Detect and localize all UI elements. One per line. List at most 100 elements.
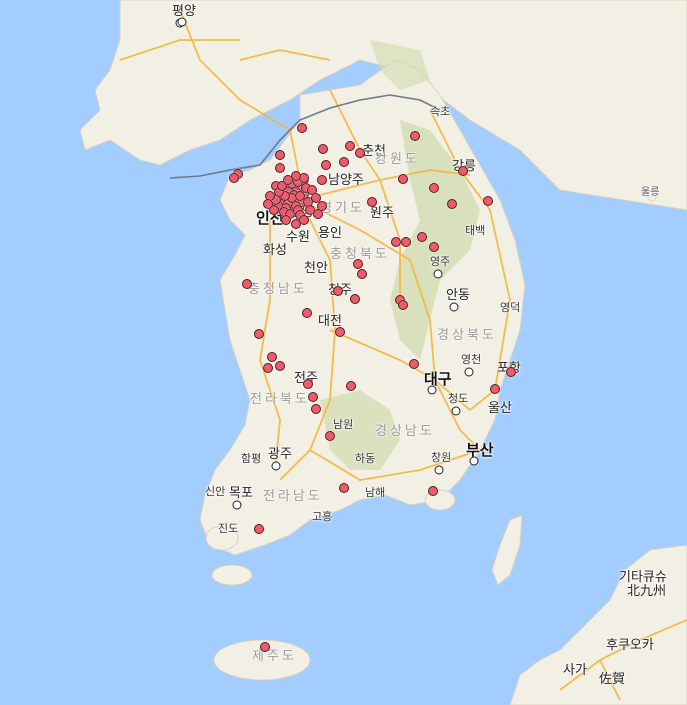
location-marker[interactable] xyxy=(490,384,500,394)
location-marker[interactable] xyxy=(307,185,317,195)
location-marker[interactable] xyxy=(254,524,264,534)
city-label: 천안 xyxy=(304,261,328,276)
location-marker[interactable] xyxy=(335,327,345,337)
west-islands xyxy=(211,564,253,586)
location-marker[interactable] xyxy=(318,144,328,154)
city-label: 태백 xyxy=(465,224,486,237)
location-marker[interactable] xyxy=(401,237,411,247)
location-marker[interactable] xyxy=(409,359,419,369)
province-label: 경상북도 xyxy=(437,328,497,343)
location-marker[interactable] xyxy=(325,431,335,441)
location-marker[interactable] xyxy=(291,219,301,229)
city-label: 수원 xyxy=(286,230,310,245)
location-marker[interactable] xyxy=(345,141,355,151)
location-marker[interactable] xyxy=(311,404,321,414)
location-marker[interactable] xyxy=(275,150,285,160)
location-marker[interactable] xyxy=(357,269,367,279)
city-label: 광주 xyxy=(268,447,292,462)
location-marker[interactable] xyxy=(346,381,356,391)
location-marker[interactable] xyxy=(483,196,493,206)
city-label: 후쿠오카 xyxy=(606,638,654,653)
location-marker[interactable] xyxy=(353,259,363,269)
city-label: 춘천 xyxy=(362,144,386,159)
province-label: 강원도 xyxy=(375,152,420,167)
south-korea-land xyxy=(199,59,526,556)
location-marker[interactable] xyxy=(269,205,279,215)
province-label: 전라남도 xyxy=(263,489,323,504)
location-marker[interactable] xyxy=(263,199,273,209)
location-marker[interactable] xyxy=(242,279,252,289)
city-label: 남해 xyxy=(365,486,386,499)
city-label: 화성 xyxy=(263,243,287,258)
province-label: 제주도 xyxy=(252,649,297,664)
city-label: 하동 xyxy=(355,452,376,465)
mountain-range-south xyxy=(320,390,400,470)
location-marker[interactable] xyxy=(308,392,318,402)
city-label: 대전 xyxy=(318,314,342,329)
location-marker[interactable] xyxy=(391,237,401,247)
jeju-island xyxy=(213,639,311,681)
location-marker[interactable] xyxy=(333,286,343,296)
city-label: 영주 xyxy=(430,255,451,268)
location-marker[interactable] xyxy=(281,215,291,225)
location-marker[interactable] xyxy=(263,363,273,373)
city-label: 사가 xyxy=(563,663,587,678)
location-marker[interactable] xyxy=(428,486,438,496)
location-marker[interactable] xyxy=(339,483,349,493)
location-marker[interactable] xyxy=(229,173,239,183)
city-label: 안동 xyxy=(446,288,470,303)
location-marker[interactable] xyxy=(275,361,285,371)
mountain-range-north xyxy=(370,40,430,90)
city-label: 울릉 xyxy=(641,187,660,198)
city-label: 창원 xyxy=(431,451,452,464)
city-dot xyxy=(427,385,437,395)
city-label: 목포 xyxy=(229,486,253,501)
city-label: 남원 xyxy=(333,418,354,431)
location-marker[interactable] xyxy=(302,308,312,318)
location-marker[interactable] xyxy=(311,193,321,203)
city-label: 대구 xyxy=(424,370,452,388)
location-marker[interactable] xyxy=(398,174,408,184)
location-marker[interactable] xyxy=(260,642,270,652)
city-label: 고흥 xyxy=(312,510,333,523)
mountain-range xyxy=(390,120,480,360)
location-marker[interactable] xyxy=(277,181,287,191)
location-marker[interactable] xyxy=(313,209,323,219)
location-marker[interactable] xyxy=(429,183,439,193)
location-marker[interactable] xyxy=(321,160,331,170)
location-marker[interactable] xyxy=(429,242,439,252)
city-label: 원주 xyxy=(370,206,394,221)
city-label: 영덕 xyxy=(500,301,521,314)
location-marker[interactable] xyxy=(417,232,427,242)
location-marker[interactable] xyxy=(254,329,264,339)
location-marker[interactable] xyxy=(410,131,420,141)
province-label: 충청남도 xyxy=(248,282,308,297)
location-marker[interactable] xyxy=(350,294,360,304)
location-marker[interactable] xyxy=(447,199,457,209)
city-dot xyxy=(451,406,461,416)
location-marker[interactable] xyxy=(339,157,349,167)
location-marker[interactable] xyxy=(303,379,313,389)
city-label: 용인 xyxy=(318,226,342,241)
city-label: 영천 xyxy=(461,353,482,366)
location-marker[interactable] xyxy=(317,175,327,185)
location-marker[interactable] xyxy=(355,148,365,158)
location-marker[interactable] xyxy=(458,166,468,176)
location-marker[interactable] xyxy=(275,163,285,173)
city-label: 속초 xyxy=(430,105,451,118)
city-dot xyxy=(433,269,443,279)
city-label: 인천 xyxy=(256,209,284,227)
city-dot xyxy=(449,302,459,312)
location-marker[interactable] xyxy=(297,123,307,133)
location-marker[interactable] xyxy=(367,197,377,207)
location-marker[interactable] xyxy=(398,300,408,310)
city-label: 함평 xyxy=(241,452,262,465)
city-label: 평양 xyxy=(172,4,196,19)
location-marker[interactable] xyxy=(291,171,301,181)
location-marker[interactable] xyxy=(506,367,516,377)
city-label: 남양주 xyxy=(328,173,364,188)
city-dot xyxy=(232,500,242,510)
location-marker[interactable] xyxy=(267,352,277,362)
location-marker[interactable] xyxy=(295,191,305,201)
